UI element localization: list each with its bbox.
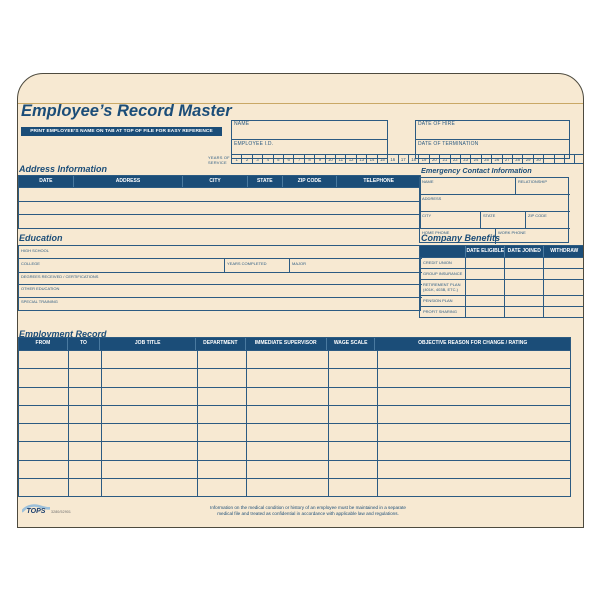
svg-text:TOPS: TOPS bbox=[27, 508, 46, 515]
